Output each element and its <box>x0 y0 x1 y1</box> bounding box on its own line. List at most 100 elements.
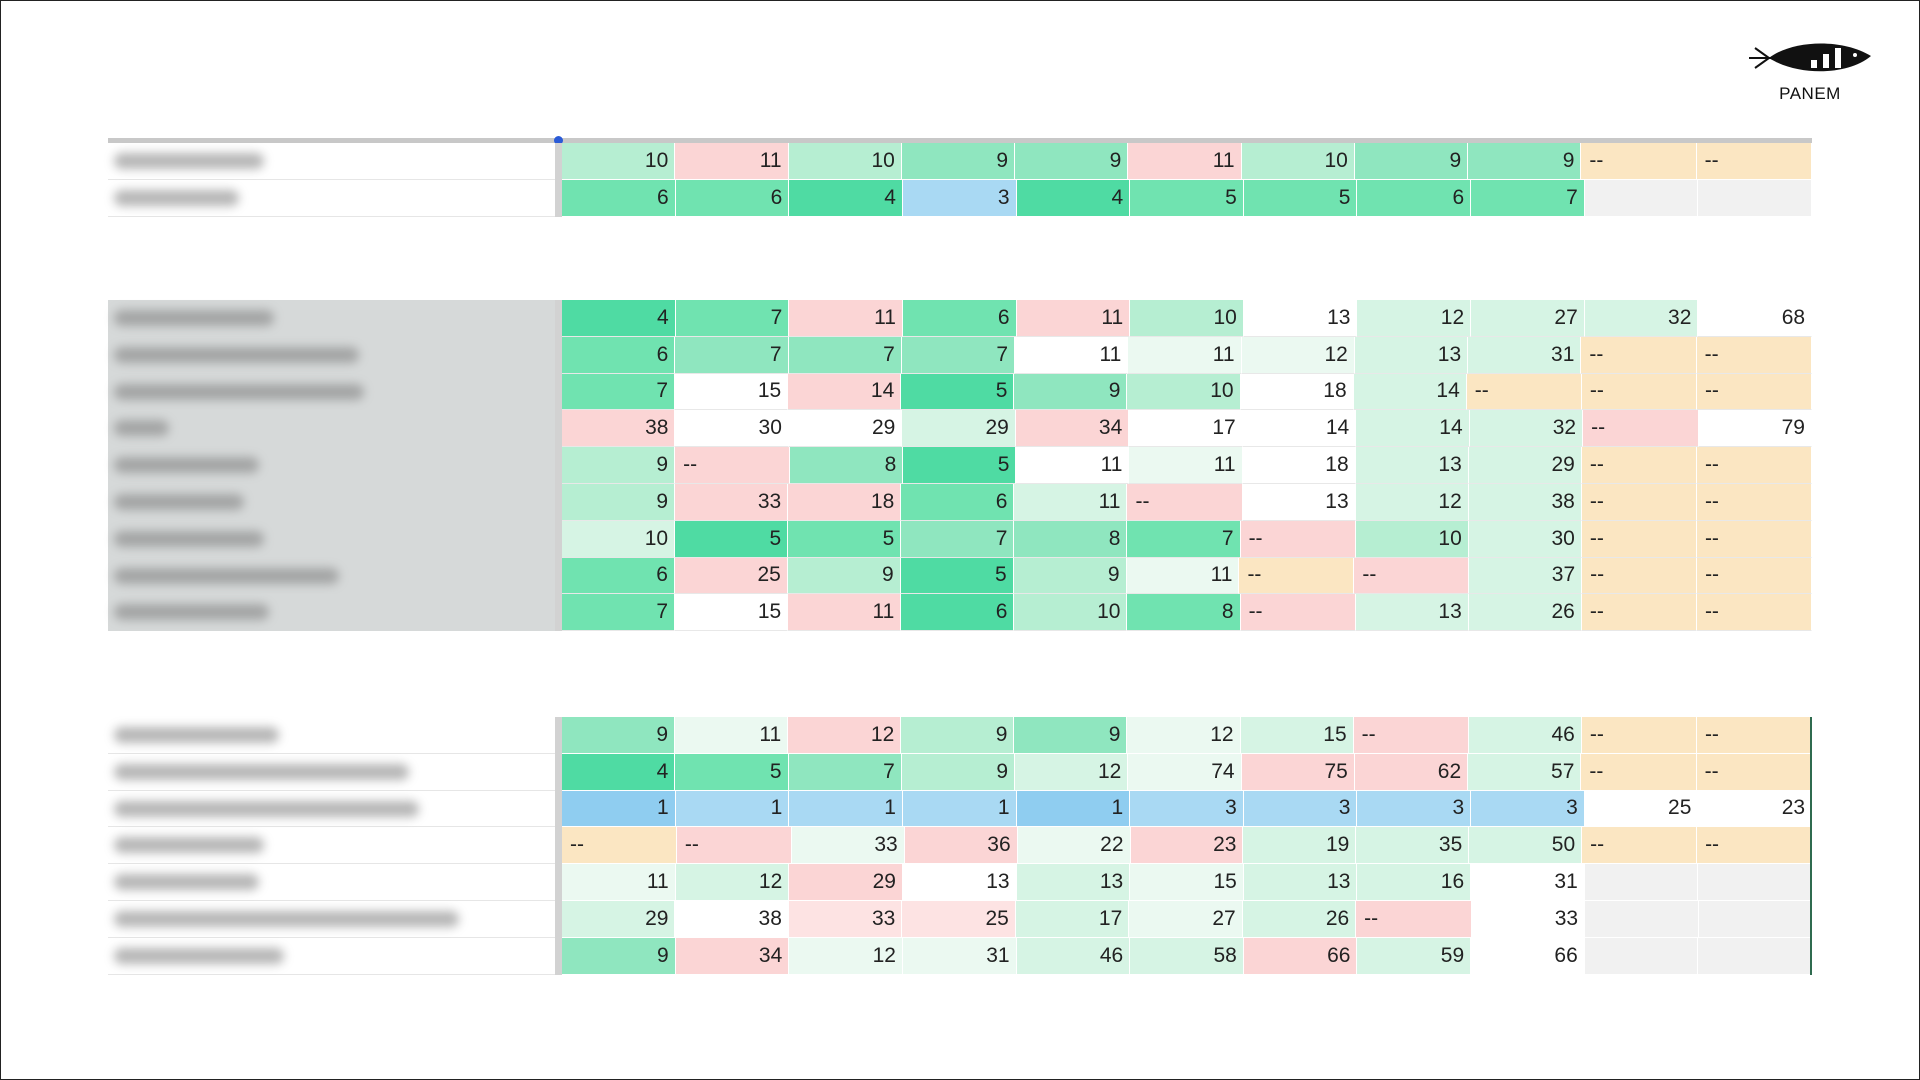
table-cell[interactable]: 18 <box>1242 447 1356 484</box>
table-cell[interactable]: -- <box>1239 557 1355 595</box>
table-cell[interactable]: -- <box>1696 753 1812 791</box>
table-cell[interactable]: 13 <box>1243 864 1358 901</box>
table-cell[interactable]: 29 <box>789 864 903 901</box>
table-cell[interactable]: 30 <box>1468 520 1582 558</box>
table-cell[interactable]: -- <box>1582 557 1698 595</box>
table-cell[interactable]: 23 <box>1130 827 1244 865</box>
table-cell[interactable]: 12 <box>788 717 902 754</box>
table-cell[interactable]: 7 <box>1471 179 1585 217</box>
table-cell[interactable]: -- <box>1696 336 1812 374</box>
table-cell[interactable]: -- <box>675 447 791 484</box>
table-cell[interactable]: 10 <box>562 143 676 180</box>
table-cell[interactable]: 8 <box>1014 520 1128 558</box>
table-cell[interactable]: 1 <box>902 790 1017 828</box>
table-cell[interactable]: 30 <box>675 410 789 448</box>
table-cell[interactable]: 12 <box>1127 717 1241 754</box>
row-label-redacted[interactable] <box>108 373 555 411</box>
table-cell[interactable]: 74 <box>1128 753 1242 791</box>
table-cell[interactable]: 9 <box>1014 373 1128 411</box>
table-cell[interactable]: 11 <box>1128 143 1242 180</box>
table-cell[interactable]: 13 <box>1355 594 1469 632</box>
table-cell[interactable]: 9 <box>1354 143 1469 180</box>
table-cell[interactable] <box>1698 900 1812 938</box>
table-cell[interactable]: 5 <box>1130 179 1244 217</box>
table-cell[interactable]: 14 <box>1353 373 1467 411</box>
table-cell[interactable]: 17 <box>1015 900 1130 938</box>
table-cell[interactable]: 31 <box>902 937 1017 975</box>
table-cell[interactable] <box>1585 900 1699 938</box>
table-cell[interactable]: 33 <box>788 900 903 938</box>
table-cell[interactable]: 13 <box>1242 483 1356 521</box>
table-cell[interactable]: 34 <box>675 937 790 975</box>
table-cell[interactable]: 18 <box>788 483 902 521</box>
table-cell[interactable]: 5 <box>901 373 1015 411</box>
table-cell[interactable]: 9 <box>901 143 1016 180</box>
table-cell[interactable]: 12 <box>1357 300 1472 337</box>
table-cell[interactable]: 58 <box>1130 937 1244 975</box>
table-cell[interactable]: 11 <box>675 717 789 754</box>
table-cell[interactable]: 15 <box>1130 864 1244 901</box>
table-cell[interactable]: 6 <box>562 557 675 595</box>
table-cell[interactable]: 37 <box>1469 557 1583 595</box>
row-label-redacted[interactable] <box>108 938 555 975</box>
table-cell[interactable]: 7 <box>1127 520 1241 558</box>
table-cell[interactable]: 11 <box>562 864 676 901</box>
table-cell[interactable]: 29 <box>902 410 1016 448</box>
table-cell[interactable]: 8 <box>1127 594 1241 632</box>
table-cell[interactable]: 14 <box>1242 410 1357 448</box>
table-cell[interactable]: 1 <box>789 790 903 828</box>
table-cell[interactable]: 62 <box>1354 753 1469 791</box>
table-cell[interactable]: 5 <box>900 557 1014 595</box>
table-cell[interactable]: -- <box>1353 717 1469 754</box>
table-cell[interactable]: -- <box>1466 373 1582 411</box>
table-cell[interactable]: 9 <box>562 447 676 484</box>
table-cell[interactable]: -- <box>1581 483 1697 521</box>
table-cell[interactable]: 12 <box>675 864 790 901</box>
table-cell[interactable]: 1 <box>675 790 790 828</box>
table-cell[interactable]: 14 <box>788 373 902 411</box>
table-cell[interactable]: 3 <box>1243 790 1358 828</box>
table-cell[interactable]: 3 <box>1471 790 1585 828</box>
table-cell[interactable]: 7 <box>901 336 1016 374</box>
table-cell[interactable]: 15 <box>675 594 789 632</box>
table-cell[interactable]: 13 <box>1355 447 1469 484</box>
row-label-redacted[interactable] <box>108 336 555 374</box>
table-cell[interactable]: 38 <box>1468 483 1582 521</box>
table-cell[interactable]: 33 <box>675 483 789 521</box>
row-label-redacted[interactable] <box>108 901 555 938</box>
table-cell[interactable]: 7 <box>562 373 676 411</box>
table-cell[interactable]: 7 <box>901 520 1015 558</box>
table-cell[interactable]: 34 <box>1015 410 1130 448</box>
table-cell[interactable]: 18 <box>1240 373 1354 411</box>
table-cell[interactable]: -- <box>1240 594 1356 632</box>
table-cell[interactable]: 13 <box>1243 300 1358 337</box>
table-cell[interactable]: 12 <box>1015 753 1129 791</box>
table-cell[interactable]: 7 <box>788 753 902 791</box>
table-cell[interactable]: 66 <box>1243 937 1358 975</box>
table-cell[interactable]: 27 <box>1471 300 1585 337</box>
table-cell[interactable]: 3 <box>902 179 1017 217</box>
table-cell[interactable]: 13 <box>902 864 1017 901</box>
table-cell[interactable]: -- <box>1697 827 1812 865</box>
table-cell[interactable]: 66 <box>1471 937 1585 975</box>
table-cell[interactable]: 26 <box>1242 900 1357 938</box>
table-cell[interactable] <box>1698 864 1813 901</box>
table-cell[interactable]: 15 <box>1240 717 1354 754</box>
table-cell[interactable]: -- <box>1581 373 1697 411</box>
table-cell[interactable]: 5 <box>675 520 789 558</box>
table-cell[interactable]: 50 <box>1469 827 1583 865</box>
table-cell[interactable]: 11 <box>1126 557 1240 595</box>
row-label-redacted[interactable] <box>108 827 555 865</box>
table-cell[interactable]: 10 <box>562 520 676 558</box>
table-cell[interactable]: 15 <box>675 373 789 411</box>
row-label-redacted[interactable] <box>108 520 555 558</box>
table-cell[interactable]: 6 <box>901 483 1015 521</box>
table-cell[interactable]: 22 <box>1017 827 1131 865</box>
table-cell[interactable]: 11 <box>1129 447 1243 484</box>
row-label-redacted[interactable] <box>108 557 555 595</box>
table-cell[interactable]: 11 <box>1016 300 1131 337</box>
table-cell[interactable]: 33 <box>1471 900 1586 938</box>
row-label-redacted[interactable] <box>108 864 555 901</box>
table-cell[interactable]: -- <box>1581 336 1697 374</box>
table-cell[interactable]: 10 <box>788 143 902 180</box>
